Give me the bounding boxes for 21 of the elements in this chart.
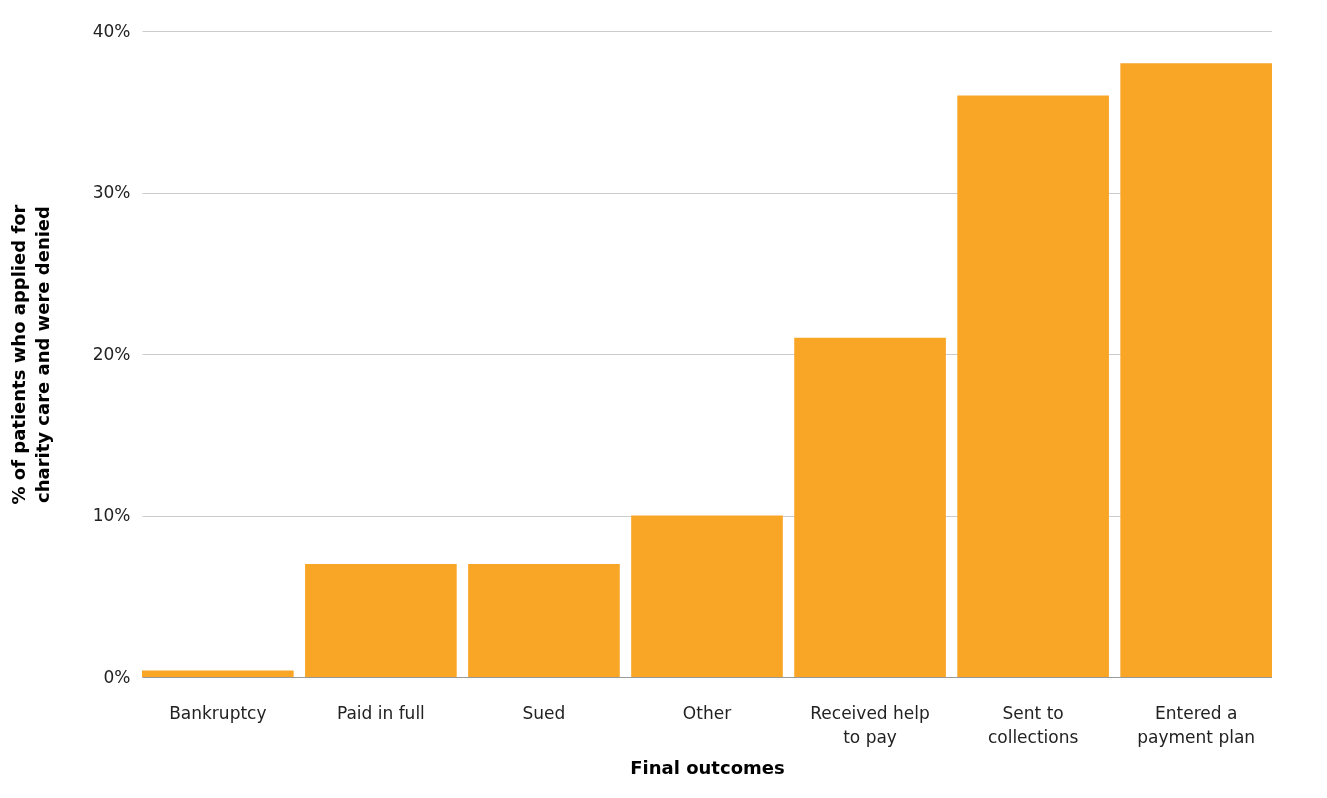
bar bbox=[305, 563, 457, 677]
x-tick-label: Bankruptcy bbox=[169, 702, 267, 723]
y-tick-label: 0% bbox=[103, 666, 131, 687]
x-tick-label: Other bbox=[682, 702, 732, 723]
bar bbox=[1120, 63, 1272, 677]
x-axis-title: Final outcomes bbox=[630, 756, 785, 778]
x-tick-label: Sent to collections bbox=[987, 702, 1079, 747]
x-tick-label: Entered a payment plan bbox=[1137, 702, 1256, 747]
bar bbox=[957, 95, 1109, 677]
y-tick-label: 40% bbox=[92, 20, 131, 41]
y-axis-title: % of patients who applied for charity care and were denied bbox=[7, 204, 53, 505]
bar bbox=[468, 563, 620, 677]
bar bbox=[142, 670, 294, 677]
y-tick-label: 20% bbox=[92, 343, 131, 364]
y-tick-label: 10% bbox=[92, 505, 131, 525]
x-tick-label: Paid in full bbox=[336, 702, 425, 723]
x-tick-label: Sued bbox=[522, 702, 566, 723]
x-tick-label: Received help to pay bbox=[810, 702, 930, 747]
bar bbox=[631, 515, 783, 677]
y-tick-label: 30% bbox=[92, 182, 131, 202]
bar bbox=[794, 337, 946, 677]
